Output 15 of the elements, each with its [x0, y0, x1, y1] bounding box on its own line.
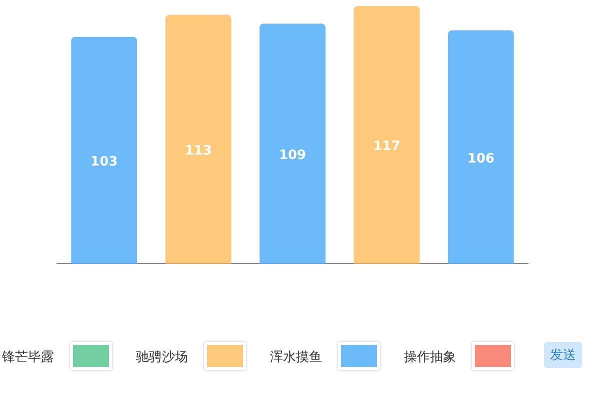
- text: 驰骋沙场: [136, 349, 188, 366]
- bar: [165, 14, 232, 264]
- data-label: 113: [184, 144, 212, 159]
- data-label: 109: [278, 148, 306, 163]
- data-label: 103: [90, 154, 118, 170]
- send-button: 发送: [544, 342, 582, 368]
- text: 操作抽象: [404, 349, 456, 366]
- bar: [71, 36, 138, 264]
- data-label: 106: [467, 151, 494, 166]
- bar: [354, 6, 420, 264]
- text: 锋芒毕露: [2, 349, 54, 366]
- bar: [448, 30, 514, 264]
- bar: [260, 24, 326, 264]
- data-label: 117: [373, 139, 400, 154]
- text: 浑水摸鱼: [270, 349, 322, 366]
